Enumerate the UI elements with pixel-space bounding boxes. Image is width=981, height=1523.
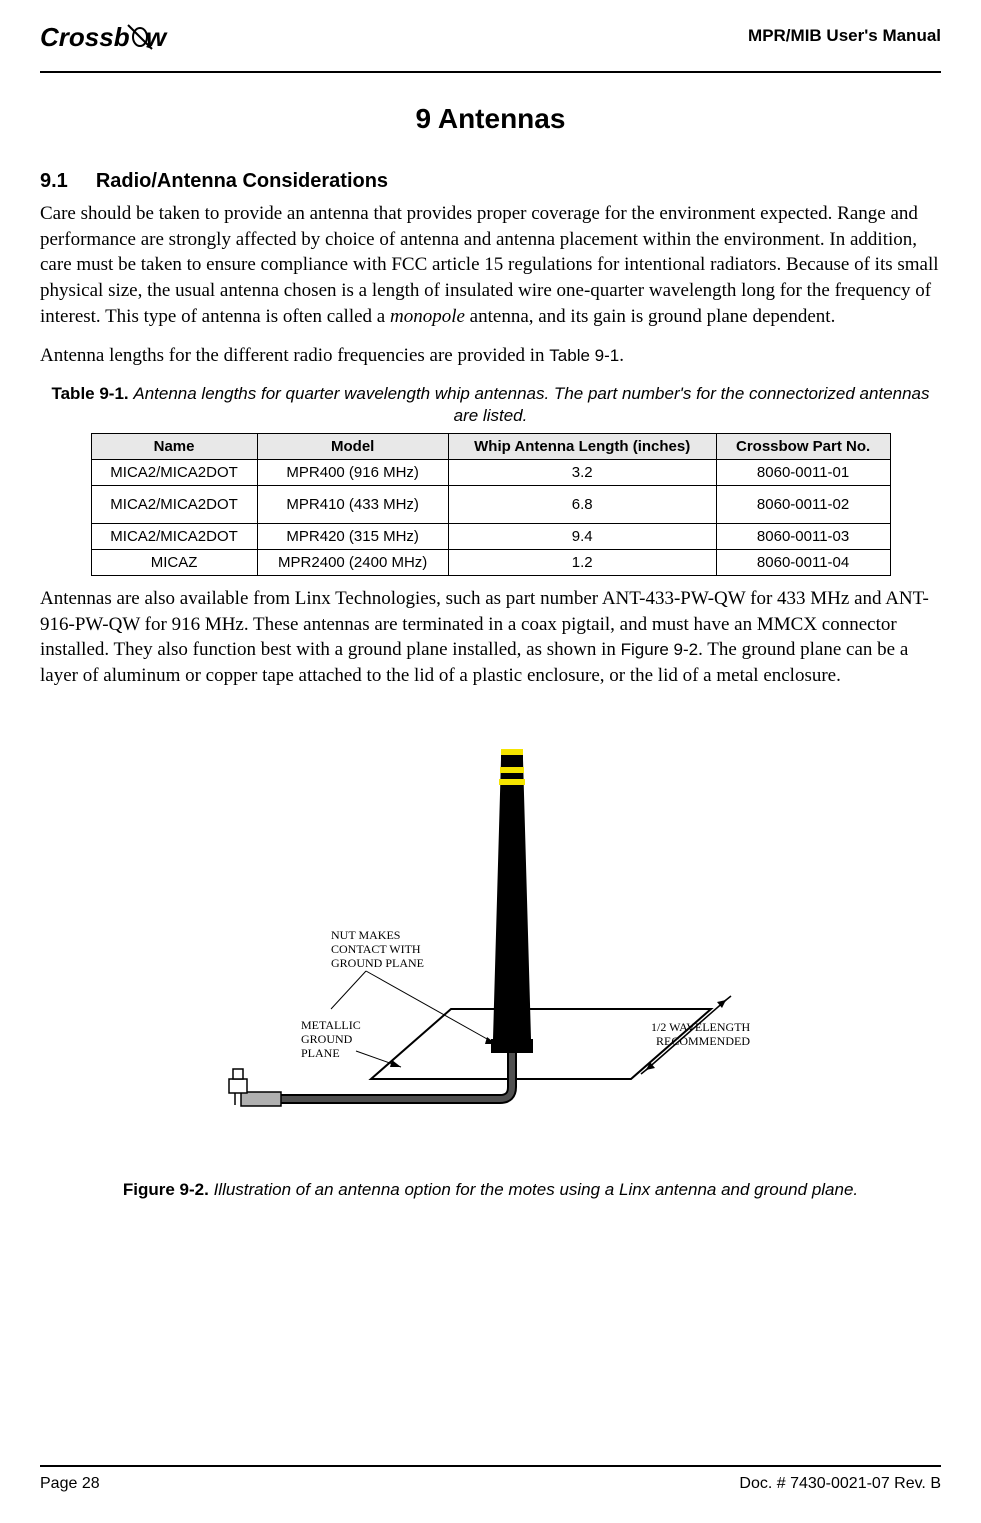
antenna-stripe-2	[500, 767, 524, 773]
col-model: Model	[257, 434, 448, 460]
section-9-1-heading: 9.1 Radio/Antenna Considerations	[40, 170, 941, 193]
table-cell: 9.4	[448, 524, 716, 550]
table-row: MICA2/MICA2DOTMPR410 (433 MHz)6.88060-00…	[91, 486, 890, 524]
label-ground-plane: GROUND PLANE	[331, 956, 424, 970]
page-header: Crossb w MPR/MIB User's Manual	[40, 20, 941, 73]
table-cell: 3.2	[448, 460, 716, 486]
table-header-row: Name Model Whip Antenna Length (inches) …	[91, 434, 890, 460]
para1-text-b: antenna, and its gain is ground plane de…	[465, 306, 835, 327]
col-length: Whip Antenna Length (inches)	[448, 434, 716, 460]
table-cell: MPR410 (433 MHz)	[257, 486, 448, 524]
table-cell: MICA2/MICA2DOT	[91, 524, 257, 550]
footer-doc: Doc. # 7430-0021-07 Rev. B	[739, 1475, 941, 1493]
table-caption-bold: Table 9-1.	[51, 384, 128, 403]
label-half-wavelength: 1/2 WAVELENGTH	[651, 1020, 751, 1034]
para2-text-b: .	[619, 345, 624, 366]
table-cell: 6.8	[448, 486, 716, 524]
connector-body	[241, 1092, 281, 1106]
svg-text:Crossb: Crossb	[40, 22, 130, 52]
table-row: MICAZMPR2400 (2400 MHz)1.28060-0011-04	[91, 550, 890, 576]
fig-caption-italic: Illustration of an antenna option for th…	[214, 1180, 859, 1199]
table-cell: 8060-0011-03	[716, 524, 890, 550]
table-cell: 8060-0011-01	[716, 460, 890, 486]
antenna-stripe-gap1	[501, 761, 523, 767]
page-footer: Page 28 Doc. # 7430-0021-07 Rev. B	[40, 1465, 941, 1493]
table-cell: 8060-0011-02	[716, 486, 890, 524]
table-9-1: Name Model Whip Antenna Length (inches) …	[91, 433, 891, 576]
label-nut-makes: NUT MAKES	[331, 928, 400, 942]
crossbow-logo-svg: Crossb w	[40, 20, 170, 56]
manual-title: MPR/MIB User's Manual	[748, 26, 941, 46]
table-row: MICA2/MICA2DOTMPR420 (315 MHz)9.48060-00…	[91, 524, 890, 550]
connector-pin	[233, 1069, 243, 1079]
table-cell: MICA2/MICA2DOT	[91, 460, 257, 486]
table-cell: MPR2400 (2400 MHz)	[257, 550, 448, 576]
antenna-diagram-svg: NUT MAKES CONTACT WITH GROUND PLANE META…	[211, 709, 771, 1149]
antenna-nut	[491, 1039, 533, 1053]
label-plane: PLANE	[301, 1046, 340, 1060]
table-caption-italic: Antenna lengths for quarter wavelength w…	[133, 384, 929, 425]
para2-ref: Table 9-1	[549, 346, 619, 365]
antenna-stripe-3	[499, 779, 525, 785]
col-partno: Crossbow Part No.	[716, 434, 890, 460]
para-2: Antenna lengths for the different radio …	[40, 343, 941, 369]
table-cell: MICA2/MICA2DOT	[91, 486, 257, 524]
para-1: Care should be taken to provide an anten…	[40, 201, 941, 329]
table-cell: MICAZ	[91, 550, 257, 576]
para2-text-a: Antenna lengths for the different radio …	[40, 345, 549, 366]
logo: Crossb w	[40, 20, 170, 63]
label-contact-with: CONTACT WITH	[331, 942, 421, 956]
table-cell: 8060-0011-04	[716, 550, 890, 576]
fig-caption-bold: Figure 9-2.	[123, 1180, 209, 1199]
label-ground: GROUND	[301, 1032, 353, 1046]
antenna-stripe-1	[501, 749, 523, 755]
section-heading-text: Radio/Antenna Considerations	[96, 170, 388, 192]
antenna-body	[493, 749, 531, 1039]
table-cell: MPR400 (916 MHz)	[257, 460, 448, 486]
table-row: MICA2/MICA2DOTMPR400 (916 MHz)3.28060-00…	[91, 460, 890, 486]
section-number: 9.1	[40, 170, 68, 193]
figure-9-2-caption: Figure 9-2. Illustration of an antenna o…	[40, 1179, 941, 1201]
label-metallic: METALLIC	[301, 1018, 361, 1032]
chapter-title: 9 Antennas	[40, 103, 941, 135]
label-recommended: RECOMMENDED	[656, 1034, 750, 1048]
table-cell: MPR420 (315 MHz)	[257, 524, 448, 550]
para3-ref: Figure 9-2	[621, 640, 698, 659]
figure-9-2: NUT MAKES CONTACT WITH GROUND PLANE META…	[40, 709, 941, 1149]
table-cell: 1.2	[448, 550, 716, 576]
connector-top	[229, 1079, 247, 1093]
para1-italic: monopole	[390, 306, 465, 327]
col-name: Name	[91, 434, 257, 460]
table-9-1-caption: Table 9-1. Antenna lengths for quarter w…	[40, 383, 941, 427]
para-3: Antennas are also available from Linx Te…	[40, 586, 941, 689]
footer-page: Page 28	[40, 1475, 100, 1493]
